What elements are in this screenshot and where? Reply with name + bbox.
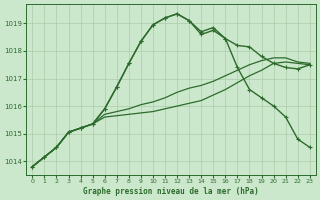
X-axis label: Graphe pression niveau de la mer (hPa): Graphe pression niveau de la mer (hPa) [83, 187, 259, 196]
